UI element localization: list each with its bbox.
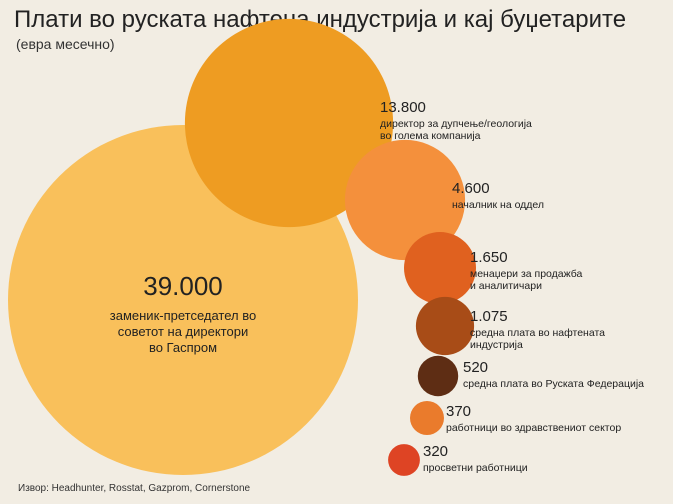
bubble-3 xyxy=(404,232,476,304)
category-label-6-0: работници во здравствениот сектор xyxy=(446,422,621,434)
category-label-7-0: просветни работници xyxy=(423,462,528,474)
category-label-3-1: и аналитичари xyxy=(470,280,542,292)
category-label-4-1: индустрија xyxy=(470,339,523,351)
bubble-label-7: 320 просветни работници xyxy=(423,443,528,474)
category-label-4-0: средна плата во нафтената xyxy=(470,327,605,339)
category-label-1-0: директор за дупчење/геологија xyxy=(380,118,532,130)
bubble-4 xyxy=(415,296,475,356)
category-label-2-0: началник на оддел xyxy=(452,199,544,211)
category-label-1-1: во голема компанија xyxy=(380,130,481,142)
bubble-label-2: 4.600 началник на оддел xyxy=(452,180,544,211)
bubble-2 xyxy=(344,139,466,261)
value-label-4: 1.075 xyxy=(470,308,508,325)
value-label-5: 520 xyxy=(463,359,488,376)
category-label-0-0: заменик-претседател во xyxy=(110,308,256,323)
bubble-7 xyxy=(388,444,420,476)
category-label-0-2: во Гаспром xyxy=(149,340,217,355)
source-note: Извор: Headhunter, Rosstat, Gazprom, Cor… xyxy=(18,483,251,494)
category-label-5-0: средна плата во Руската Федерација xyxy=(463,378,644,390)
bubble-label-6: 370 работници во здравствениот сектор xyxy=(446,403,621,434)
chart-subtitle: (евра месечно) xyxy=(16,36,115,52)
bubble-label-5: 520 средна плата во Руската Федерација xyxy=(463,359,644,390)
value-label-1: 13.800 xyxy=(380,99,426,116)
value-label-3: 1.650 xyxy=(470,249,508,266)
value-label-7: 320 xyxy=(423,443,448,460)
category-label-3-0: менаџери за продажба xyxy=(470,268,583,280)
bubble-6 xyxy=(410,401,444,435)
bubble-5 xyxy=(417,355,459,397)
value-label-6: 370 xyxy=(446,403,471,420)
bubble-1 xyxy=(184,18,394,228)
category-label-0-1: советот на директори xyxy=(118,324,248,339)
value-label-2: 4.600 xyxy=(452,180,490,197)
value-label-0: 39.000 xyxy=(143,271,223,301)
